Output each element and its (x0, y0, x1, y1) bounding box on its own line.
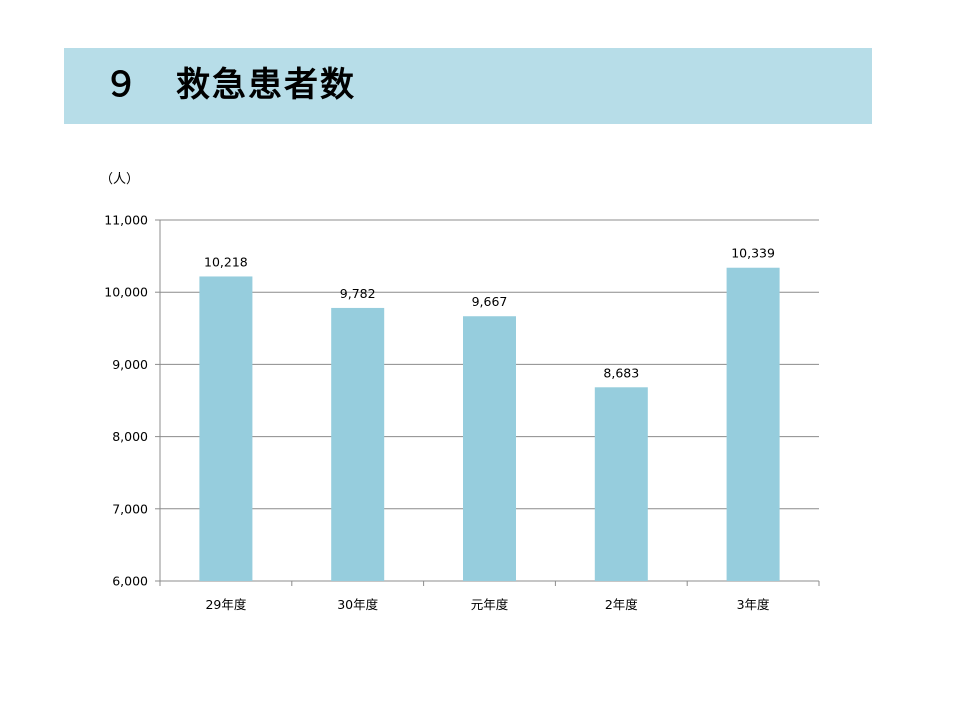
bar-2 (463, 316, 516, 581)
x-tick-label-0: 29年度 (205, 597, 246, 612)
bar-0 (199, 276, 253, 581)
data-label-3: 8,683 (603, 365, 639, 380)
y-tick-label-0: 6,000 (112, 574, 148, 589)
title-banner (64, 48, 872, 124)
bar-4 (726, 267, 780, 581)
y-tick-label-2: 8,000 (112, 429, 148, 444)
x-tick-label-4: 3年度 (737, 597, 770, 612)
y-axis-unit-label: （人） (100, 172, 140, 187)
x-tick-label-1: 30年度 (337, 597, 378, 612)
page-title: ９ 救急患者数 (104, 65, 356, 105)
x-tick-label-2: 元年度 (471, 597, 509, 612)
bar-1 (331, 307, 385, 581)
data-label-0: 10,218 (204, 254, 248, 269)
y-tick-label-3: 9,000 (112, 357, 148, 372)
data-label-2: 9,667 (472, 294, 508, 309)
y-tick-label-1: 7,000 (112, 501, 148, 516)
data-label-1: 9,782 (340, 286, 376, 301)
data-label-4: 10,339 (731, 246, 775, 261)
y-tick-label-4: 10,000 (104, 285, 148, 300)
x-tick-label-3: 2年度 (605, 597, 638, 612)
bar-3 (594, 387, 648, 581)
y-tick-label-5: 11,000 (104, 213, 148, 228)
